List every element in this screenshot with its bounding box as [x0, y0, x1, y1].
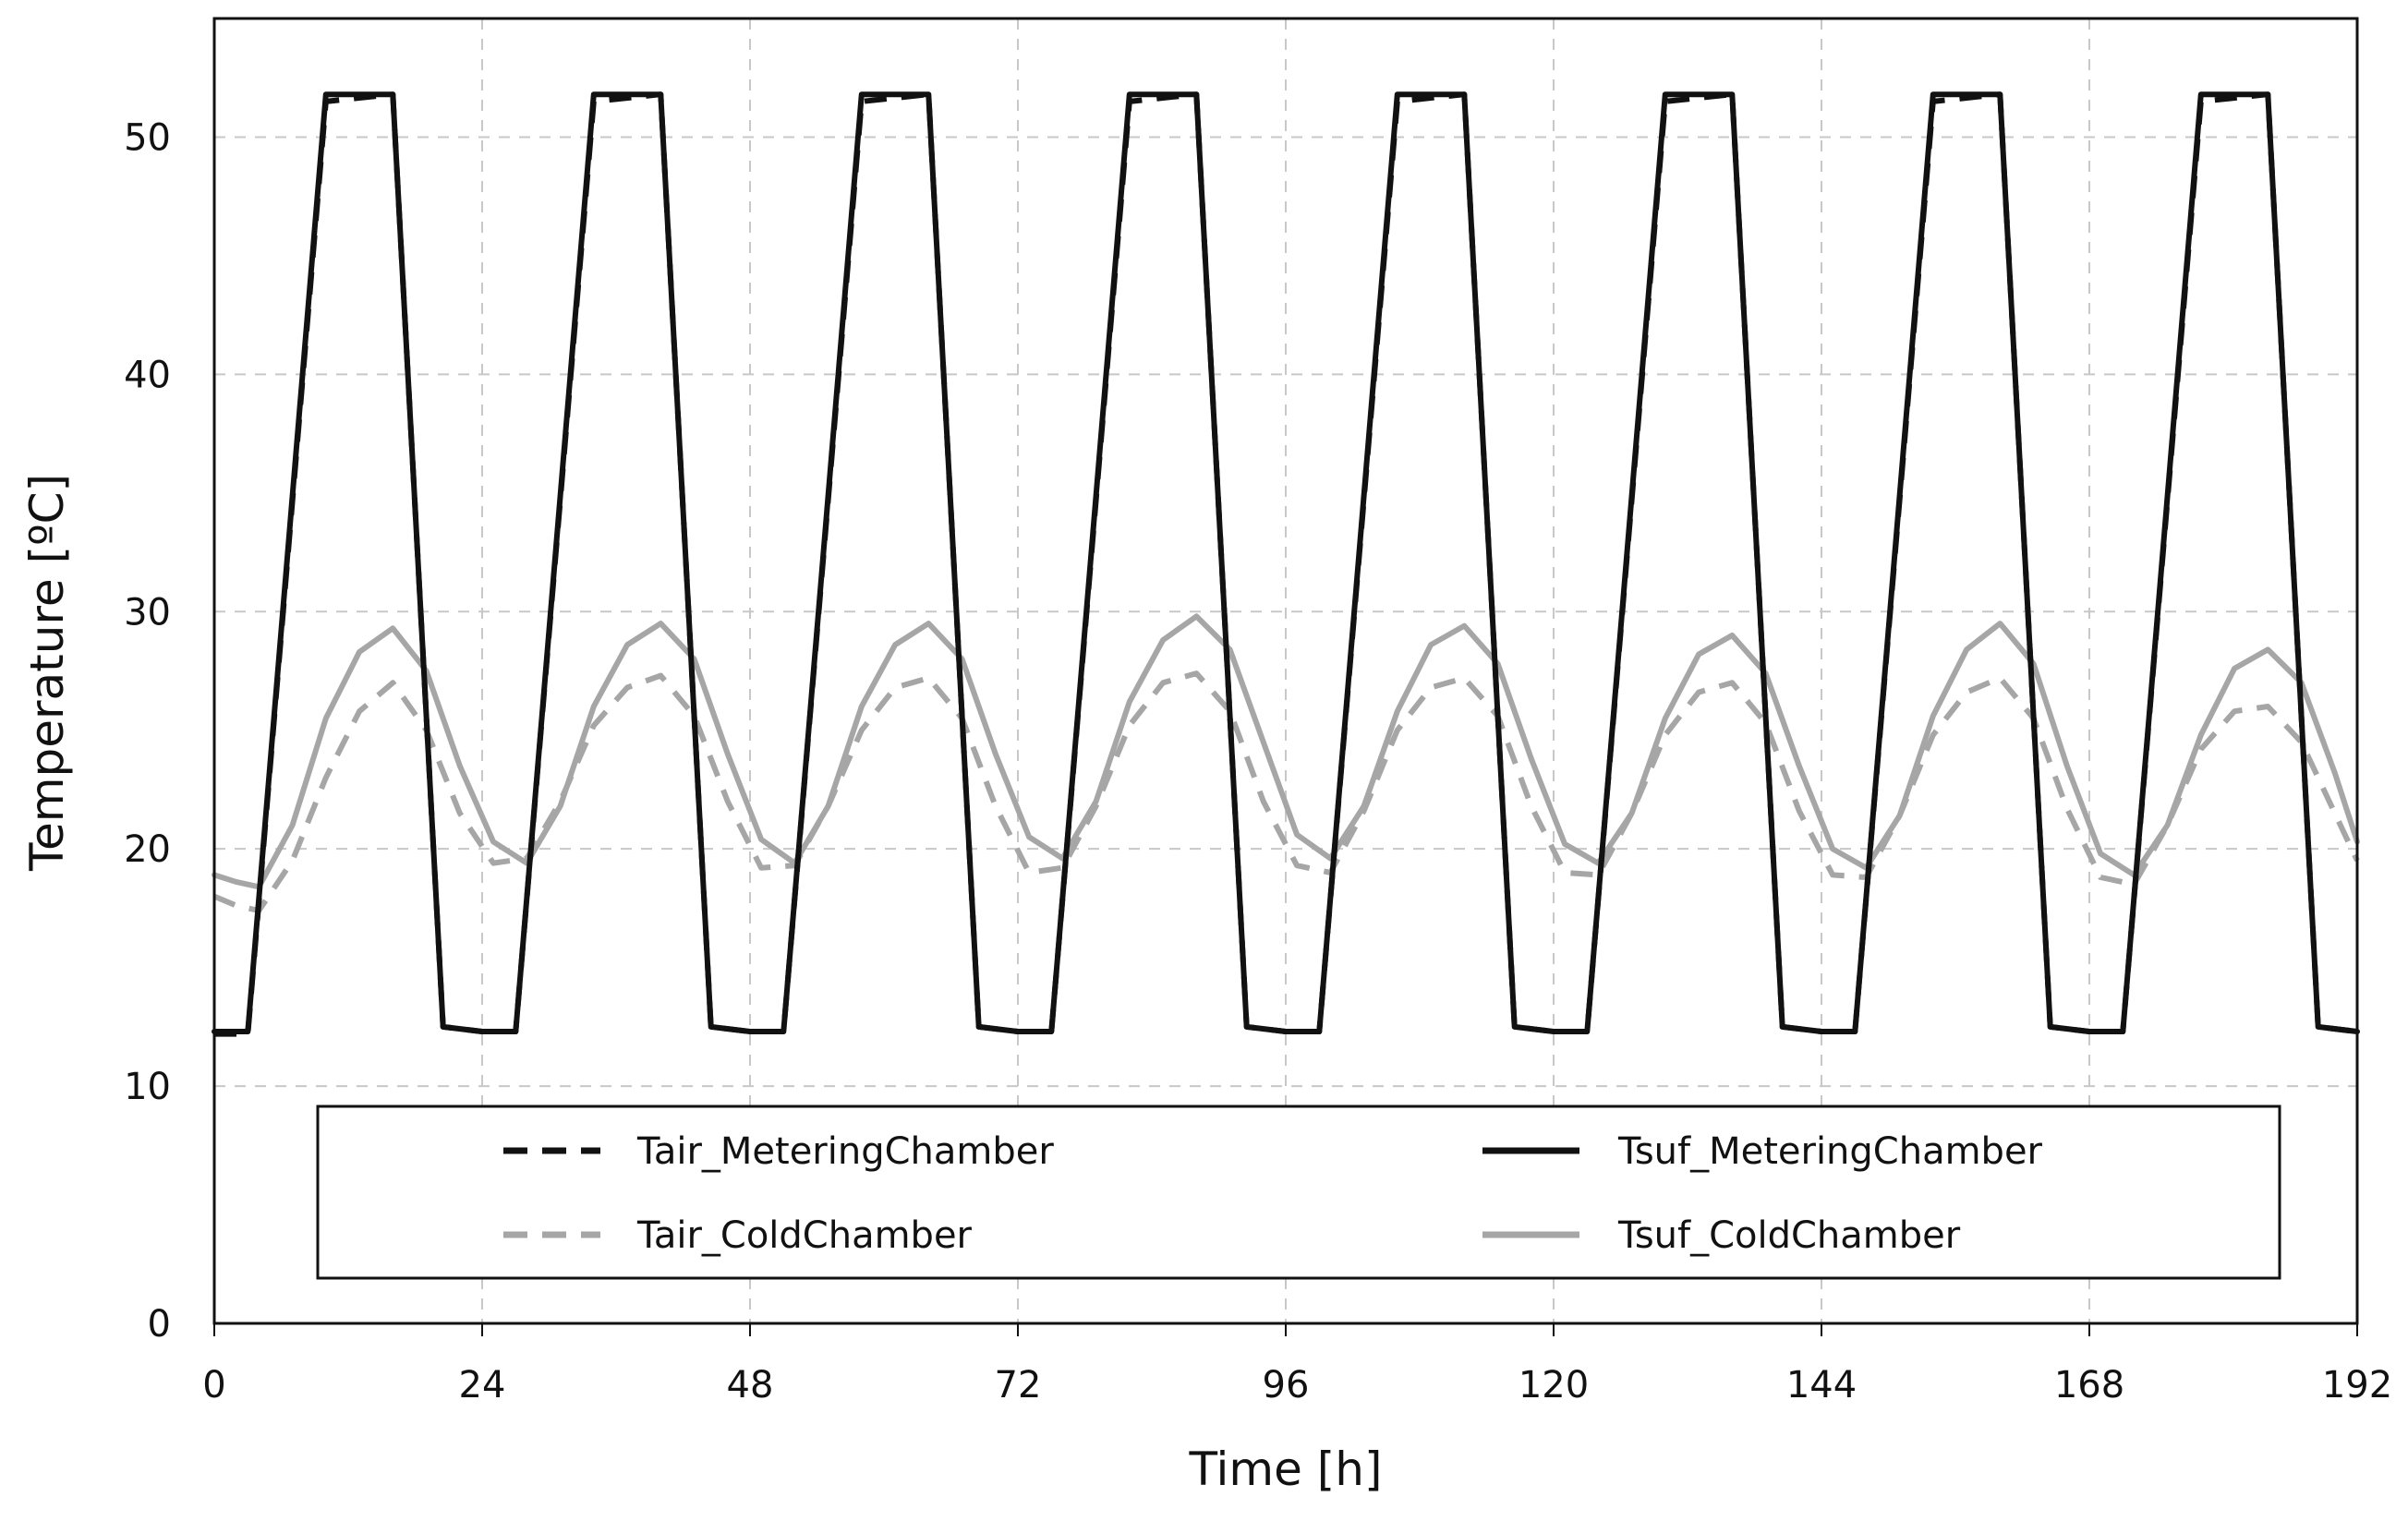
legend: Tair_MeteringChamber Tsuf_MeteringChambe…: [316, 1105, 2281, 1280]
x-tick-label: 72: [995, 1364, 1042, 1406]
legend-label-tsuf-metering: Tsuf_MeteringChamber: [1617, 1130, 2043, 1173]
x-tick-label: 192: [2322, 1364, 2392, 1406]
x-tick-label: 120: [1519, 1364, 1589, 1406]
x-axis-title: Time [h]: [1189, 1443, 1383, 1496]
y-axis-ticks: 0 10 20 30 40 50: [124, 116, 171, 1346]
x-axis-ticks: 0 24 48 72 96 120 144 168 192: [202, 1323, 2392, 1406]
legend-label-tair-metering: Tair_MeteringChamber: [636, 1130, 1054, 1173]
series-layer: [212, 91, 2360, 1037]
x-tick-label: 0: [202, 1364, 225, 1406]
legend-box: [316, 1105, 2281, 1280]
y-tick-label: 0: [148, 1303, 171, 1346]
x-tick-label: 48: [727, 1364, 774, 1406]
legend-label-tair-cold: Tair_ColdChamber: [636, 1214, 973, 1257]
series-line-tsuf-meteringchamber: [212, 91, 2360, 1034]
y-tick-label: 50: [124, 116, 171, 159]
y-tick-label: 40: [124, 354, 171, 396]
y-tick-label: 20: [124, 828, 171, 871]
series-line-tsuf-coldchamber: [212, 613, 2360, 890]
x-tick-label: 144: [1786, 1364, 1857, 1406]
x-tick-label: 96: [1263, 1364, 1310, 1406]
x-tick-label: 24: [459, 1364, 506, 1406]
y-tick-label: 10: [124, 1066, 171, 1108]
y-axis-title: Temperature [ºC]: [20, 474, 74, 872]
y-tick-label: 30: [124, 591, 171, 634]
x-tick-label: 168: [2054, 1364, 2124, 1406]
legend-label-tsuf-cold: Tsuf_ColdChamber: [1617, 1214, 1961, 1257]
